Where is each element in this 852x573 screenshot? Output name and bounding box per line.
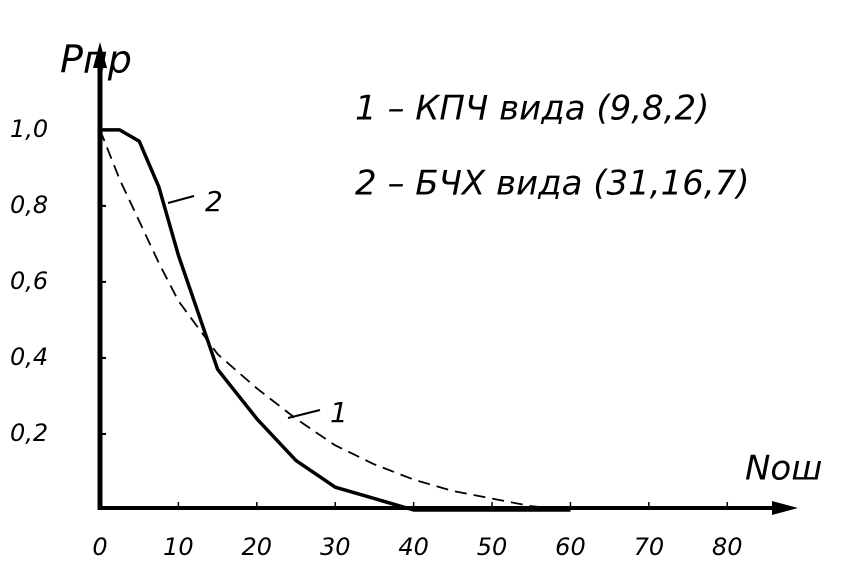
x-arrow: [772, 501, 798, 515]
line-series: [100, 128, 571, 512]
y-tick-label: 0,6: [10, 267, 48, 295]
annotation: 2 – БЧХ вида (31,16,7): [355, 164, 750, 204]
line-series: [99, 129, 571, 511]
y-tick-label: 0,4: [10, 343, 48, 371]
x-axis-label: Nош: [745, 449, 822, 489]
x-tick-label: 60: [555, 533, 586, 561]
x-tick-label: 0: [92, 533, 107, 561]
y-tick-label: 0,2: [10, 419, 48, 447]
x-tick-label: 80: [712, 533, 743, 561]
y-arrow: [93, 42, 107, 68]
x-tick-label: 70: [634, 533, 665, 561]
y-tick-label: 1,0: [10, 115, 48, 143]
curve-label: 2: [205, 185, 223, 218]
annotation: 1 – КПЧ вида (9,8,2): [355, 89, 709, 129]
leader-line: [287, 409, 321, 419]
x-tick-label: 10: [163, 533, 194, 561]
x-tick-label: 20: [242, 533, 273, 561]
x-tick-label: 30: [320, 533, 351, 561]
curve-label: 1: [330, 396, 348, 429]
leader-line: [167, 195, 195, 204]
x-tick-label: 50: [477, 533, 508, 561]
y-tick-label: 0,8: [10, 191, 48, 219]
x-tick-label: 40: [398, 533, 429, 561]
